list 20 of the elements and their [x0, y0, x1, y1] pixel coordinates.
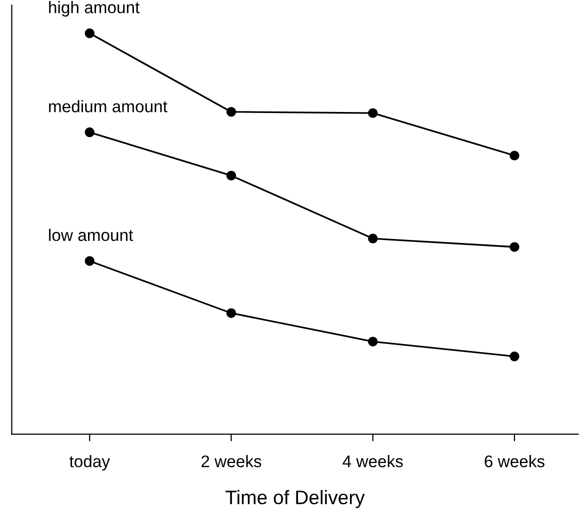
point: [368, 336, 378, 346]
x-axis-title: Time of Delivery: [226, 490, 365, 508]
point: [226, 170, 236, 180]
point: [368, 108, 378, 118]
point: [510, 150, 520, 160]
point: [84, 28, 94, 38]
point: [226, 308, 236, 318]
point: [226, 106, 236, 117]
x-tick-label: 4 weeks: [342, 455, 403, 468]
point: [84, 256, 94, 266]
point: [510, 352, 520, 362]
x-tick-label: today: [69, 455, 110, 471]
point: [84, 127, 94, 138]
x-tick-label: 2 weeks: [202, 455, 262, 468]
point: [368, 234, 378, 244]
series-label: medium amount: [49, 100, 168, 112]
x-tick-label: 6 weeks: [484, 455, 544, 468]
point: [510, 242, 520, 252]
series-label: high amount: [49, 1, 140, 17]
series-label: low amount: [49, 228, 134, 242]
